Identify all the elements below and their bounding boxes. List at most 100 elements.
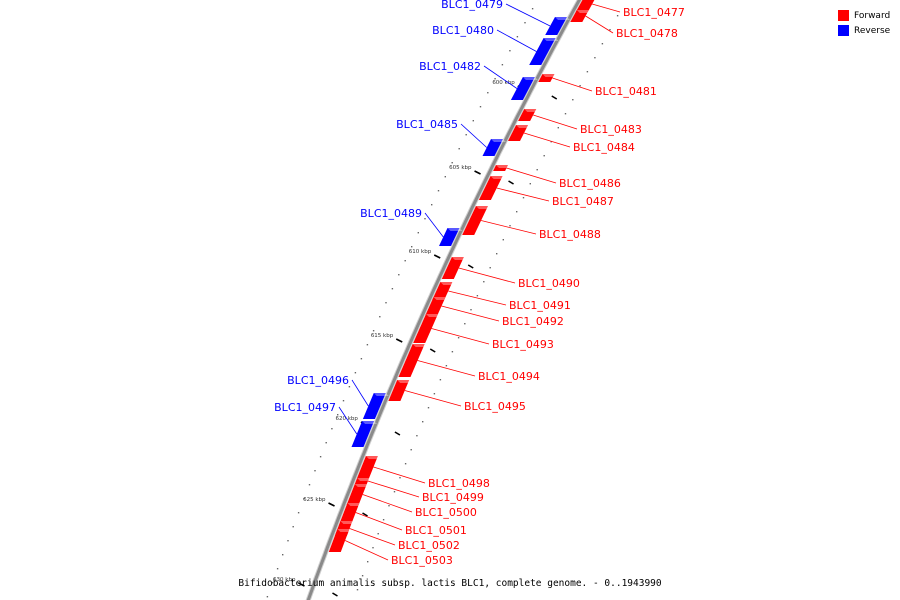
gene-block[interactable] — [575, 0, 597, 12]
minor-tick — [398, 274, 400, 276]
gene-block[interactable] — [398, 344, 425, 377]
gene-label[interactable]: BLC1_0497 — [274, 401, 336, 414]
gene-blc1-0495[interactable]: BLC1_0495 — [388, 380, 526, 413]
gene-blc1-0494[interactable]: BLC1_0494 — [398, 344, 540, 383]
gene-block[interactable] — [354, 478, 370, 484]
gene-block[interactable] — [432, 282, 453, 300]
gene-label[interactable]: BLC1_0494 — [478, 370, 540, 383]
gene-block[interactable] — [529, 38, 556, 65]
gene-block[interactable] — [357, 456, 378, 478]
gene-blc1-0503[interactable]: BLC1_0503 — [328, 529, 453, 567]
gene-label[interactable]: BLC1_0484 — [573, 141, 635, 154]
gene-blc1-0485[interactable]: BLC1_0485 — [396, 118, 506, 156]
minor-tick — [586, 71, 589, 73]
gene-block[interactable] — [508, 125, 529, 141]
gene-block-bevel — [354, 484, 370, 487]
gene-blc1-0496[interactable]: BLC1_0496 — [287, 374, 389, 419]
gene-label[interactable]: BLC1_0483 — [580, 123, 642, 136]
gene-block[interactable] — [388, 380, 410, 401]
gene-label[interactable]: BLC1_0493 — [492, 338, 554, 351]
major-tick — [508, 180, 514, 185]
gene-label[interactable]: BLC1_0500 — [415, 506, 477, 519]
gene-label[interactable]: BLC1_0488 — [539, 228, 601, 241]
gene-blc1-0489[interactable]: BLC1_0489 — [360, 207, 463, 246]
gene-label[interactable]: BLC1_0498 — [428, 477, 490, 490]
gene-block[interactable] — [413, 314, 438, 343]
gene-label[interactable]: BLC1_0479 — [441, 0, 503, 11]
minor-tick — [416, 435, 418, 437]
gene-label[interactable]: BLC1_0499 — [422, 491, 484, 504]
gene-block-bevel — [426, 314, 441, 317]
minor-tick — [427, 407, 430, 409]
minor-tick — [437, 190, 440, 192]
gene-label[interactable]: BLC1_0478 — [616, 27, 678, 40]
minor-tick — [399, 477, 401, 479]
gene-blc1-0481[interactable]: BLC1_0481 — [538, 74, 657, 98]
gene-block[interactable] — [570, 10, 589, 22]
gene-leader-line — [496, 187, 550, 202]
gene-block[interactable] — [328, 529, 350, 552]
gene-block-bevel — [490, 176, 506, 179]
gene-block[interactable] — [518, 109, 537, 121]
gene-blc1-0478[interactable]: BLC1_0478 — [570, 10, 678, 40]
gene-block[interactable] — [482, 139, 504, 156]
gene-blc1-0482[interactable]: BLC1_0482 — [419, 60, 538, 100]
gene-label[interactable]: BLC1_0492 — [502, 315, 564, 328]
gene-block-bevel — [440, 282, 456, 285]
gene-label[interactable]: BLC1_0480 — [432, 24, 494, 37]
gene-block[interactable] — [545, 17, 567, 35]
gene-blc1-0498[interactable]: BLC1_0498 — [357, 456, 490, 490]
legend: Forward Reverse — [838, 8, 890, 38]
gene-label[interactable]: BLC1_0482 — [419, 60, 481, 73]
gene-block[interactable] — [510, 77, 535, 100]
gene-label[interactable]: BLC1_0477 — [623, 6, 685, 19]
gene-label[interactable]: BLC1_0501 — [405, 524, 467, 537]
gene-label[interactable]: BLC1_0481 — [595, 85, 657, 98]
gene-label[interactable]: BLC1_0502 — [398, 539, 460, 552]
minor-tick — [496, 253, 498, 255]
minor-tick — [424, 218, 426, 220]
gene-blc1-0480[interactable]: BLC1_0480 — [432, 24, 559, 65]
gene-block[interactable] — [538, 74, 555, 82]
gene-blc1-0477[interactable]: BLC1_0477 — [575, 0, 685, 19]
gene-blc1-0487[interactable]: BLC1_0487 — [478, 176, 614, 208]
gene-leader-line — [344, 540, 389, 561]
gene-blc1-0497[interactable]: BLC1_0497 — [274, 401, 378, 447]
gene-blc1-0479[interactable]: BLC1_0479 — [441, 0, 570, 35]
gene-block[interactable] — [462, 206, 488, 235]
gene-block[interactable] — [346, 484, 367, 505]
gene-label[interactable]: BLC1_0503 — [391, 554, 453, 567]
gene-block[interactable] — [441, 257, 464, 279]
gene-block-bevel — [397, 380, 413, 383]
gene-blc1-0486[interactable]: BLC1_0486 — [493, 165, 621, 190]
minor-tick — [372, 330, 375, 332]
minor-tick — [361, 575, 364, 577]
gene-label[interactable]: BLC1_0495 — [464, 400, 526, 413]
gene-blc1-0499[interactable]: BLC1_0499 — [354, 478, 484, 504]
gene-block[interactable] — [493, 165, 508, 171]
gene-block[interactable] — [478, 176, 503, 200]
gene-label[interactable]: BLC1_0485 — [396, 118, 458, 131]
gene-label[interactable]: BLC1_0486 — [559, 177, 621, 190]
gene-label[interactable]: BLC1_0487 — [552, 195, 614, 208]
gene-block[interactable] — [439, 228, 460, 246]
gene-label[interactable]: BLC1_0489 — [360, 207, 422, 220]
gene-label[interactable]: BLC1_0491 — [509, 299, 571, 312]
gene-blc1-0501[interactable]: BLC1_0501 — [340, 503, 467, 537]
gene-blc1-0500[interactable]: BLC1_0500 — [346, 484, 477, 519]
gene-blc1-0490[interactable]: BLC1_0490 — [441, 257, 580, 290]
gene-blc1-0491[interactable]: BLC1_0491 — [432, 282, 571, 312]
gene-block[interactable] — [362, 393, 386, 419]
gene-label[interactable]: BLC1_0496 — [287, 374, 349, 387]
gene-blc1-0484[interactable]: BLC1_0484 — [508, 125, 635, 154]
gene-blc1-0483[interactable]: BLC1_0483 — [518, 109, 642, 136]
gene-blc1-0502[interactable]: BLC1_0502 — [334, 521, 460, 552]
minor-tick — [457, 337, 460, 339]
gene-blc1-0492[interactable]: BLC1_0492 — [425, 297, 564, 328]
gene-blc1-0493[interactable]: BLC1_0493 — [413, 314, 554, 351]
gene-block[interactable] — [351, 421, 375, 447]
gene-label[interactable]: BLC1_0490 — [518, 277, 580, 290]
gene-blc1-0488[interactable]: BLC1_0488 — [462, 206, 601, 241]
gene-block[interactable] — [425, 297, 446, 315]
gene-block[interactable] — [340, 503, 360, 522]
